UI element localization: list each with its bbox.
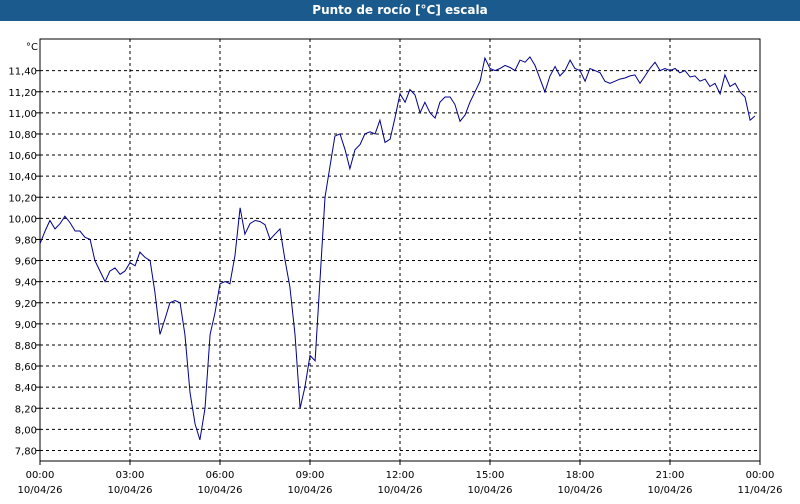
x-tick-date: 11/04/26 [738, 485, 783, 496]
y-tick-label: 9,20 [15, 299, 37, 310]
x-tick-date: 10/04/26 [108, 485, 153, 496]
x-tick-date: 10/04/26 [378, 485, 423, 496]
grid-lines [40, 39, 760, 461]
y-tick-label: 9,00 [15, 320, 37, 331]
x-tick-time: 15:00 [476, 470, 505, 481]
y-tick-label: 8,00 [15, 425, 37, 436]
y-tick-label: 8,60 [15, 362, 37, 373]
y-tick-label: 9,80 [15, 235, 37, 246]
x-tick-date: 10/04/26 [468, 485, 513, 496]
y-tick-label: 7,80 [15, 446, 37, 457]
x-tick-time: 12:00 [386, 470, 415, 481]
y-tick-label: 11,20 [8, 88, 37, 99]
x-tick-time: 21:00 [656, 470, 685, 481]
y-tick-label: 10,20 [8, 193, 37, 204]
x-tick-date: 10/04/26 [18, 485, 63, 496]
x-tick-date: 10/04/26 [288, 485, 333, 496]
x-tick-time: 09:00 [296, 470, 325, 481]
y-tick-label: 10,80 [8, 130, 37, 141]
y-tick-label: 11,40 [8, 67, 37, 78]
y-tick-label: 9,60 [15, 257, 37, 268]
y-axis-ticks: 7,80 8,00 8,20 8,40 8,60 8,80 9,00 9,20 9,40 9,60… [8, 67, 40, 457]
x-tick-time: 06:00 [206, 470, 235, 481]
y-tick-label: 8,40 [15, 383, 37, 394]
y-tick-label: 10,00 [8, 214, 37, 225]
x-tick-time: 00:00 [746, 470, 775, 481]
y-tick-label: 10,60 [8, 151, 37, 162]
x-axis-ticks: 00:00 10/04/26 03:00 10/04/26 06:00 10/04/26 0… [18, 461, 783, 496]
series-layer [39, 56, 756, 441]
chart-title: Punto de rocío [°C] escala [0, 0, 800, 21]
x-tick-time: 03:00 [116, 470, 145, 481]
y-unit-label: °C [26, 42, 38, 53]
x-tick-time: 18:00 [566, 470, 595, 481]
y-tick-label: 8,80 [15, 341, 37, 352]
x-tick-time: 00:00 [26, 470, 55, 481]
y-tick-label: 9,40 [15, 278, 37, 289]
y-tick-label: 10,40 [8, 172, 37, 183]
x-tick-date: 10/04/26 [198, 485, 243, 496]
y-tick-label: 11,00 [8, 109, 37, 120]
series-line [39, 56, 756, 441]
plot-frame [39, 38, 761, 462]
y-tick-label: 8,20 [15, 404, 37, 415]
x-tick-date: 10/04/26 [648, 485, 693, 496]
x-tick-date: 10/04/26 [558, 485, 603, 496]
